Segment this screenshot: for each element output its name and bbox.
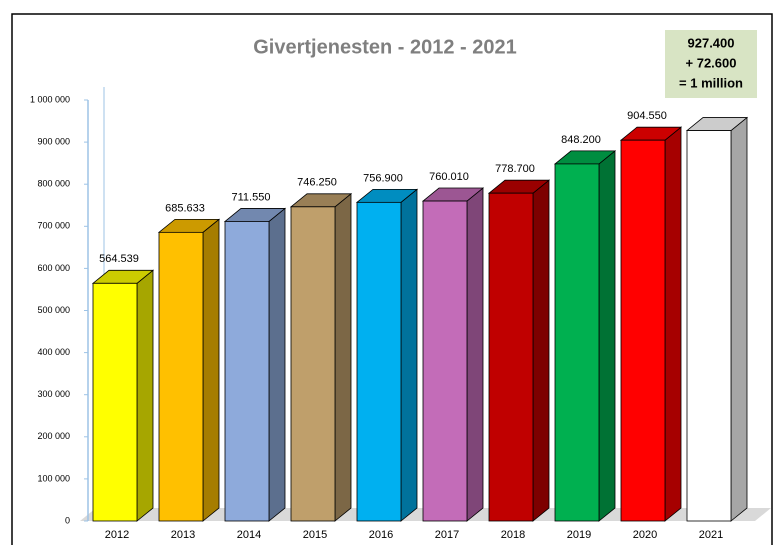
value-label: 685.633 — [165, 202, 205, 214]
y-tick-label: 0 — [65, 515, 70, 525]
bar-side — [466, 187, 484, 522]
x-tick-label: 2016 — [369, 529, 393, 541]
chart-title: Givertjenesten - 2012 - 2021 — [253, 36, 516, 58]
bar — [554, 163, 600, 522]
value-label: 904.550 — [627, 110, 667, 122]
bar-side — [730, 116, 748, 522]
bar — [422, 200, 468, 522]
x-tick-label: 2019 — [567, 529, 591, 541]
value-label: 746.250 — [297, 177, 337, 189]
y-tick-label: 600 000 — [37, 263, 70, 273]
y-tick-label: 100 000 — [37, 473, 70, 483]
bar — [290, 206, 336, 522]
bar — [356, 201, 402, 522]
annotation-text: + 72.600 — [686, 55, 737, 70]
y-tick-label: 800 000 — [37, 179, 70, 189]
x-tick-label: 2020 — [633, 529, 657, 541]
bar-side — [598, 150, 616, 522]
bar-side — [664, 126, 682, 522]
y-tick-label: 1 000 000 — [30, 94, 70, 104]
bar — [92, 282, 138, 522]
value-label: 711.550 — [232, 191, 271, 203]
bar — [686, 130, 732, 522]
bar — [488, 192, 534, 522]
value-label: 778.700 — [495, 163, 535, 175]
x-tick-label: 2017 — [435, 529, 459, 541]
annotation-text: = 1 million — [679, 75, 743, 90]
value-label: 564.539 — [99, 253, 139, 265]
y-tick-label: 200 000 — [37, 431, 70, 441]
bar-side — [202, 218, 220, 522]
y-tick-label: 400 000 — [37, 347, 70, 357]
x-tick-label: 2021 — [699, 529, 723, 541]
y-tick-label: 500 000 — [37, 305, 70, 315]
bar-side — [532, 179, 550, 522]
x-tick-label: 2013 — [171, 529, 195, 541]
y-tick-label: 700 000 — [37, 221, 70, 231]
x-tick-label: 2018 — [501, 529, 525, 541]
bar-side — [268, 207, 286, 522]
bar — [224, 221, 270, 522]
y-tick-label: 900 000 — [37, 136, 70, 146]
bar — [158, 231, 204, 522]
bar-side — [136, 269, 154, 522]
bar-side — [334, 192, 352, 522]
x-tick-label: 2015 — [303, 529, 327, 541]
x-tick-label: 2012 — [105, 529, 129, 541]
bar — [620, 139, 666, 522]
x-tick-label: 2014 — [237, 529, 261, 541]
value-label: 848.200 — [561, 134, 601, 146]
y-tick-label: 300 000 — [37, 389, 70, 399]
value-label: 756.900 — [363, 172, 403, 184]
annotation-text: 927.400 — [688, 35, 735, 50]
annotation-box — [665, 30, 757, 98]
value-label: 760.010 — [429, 171, 469, 183]
bar-side — [400, 188, 418, 522]
